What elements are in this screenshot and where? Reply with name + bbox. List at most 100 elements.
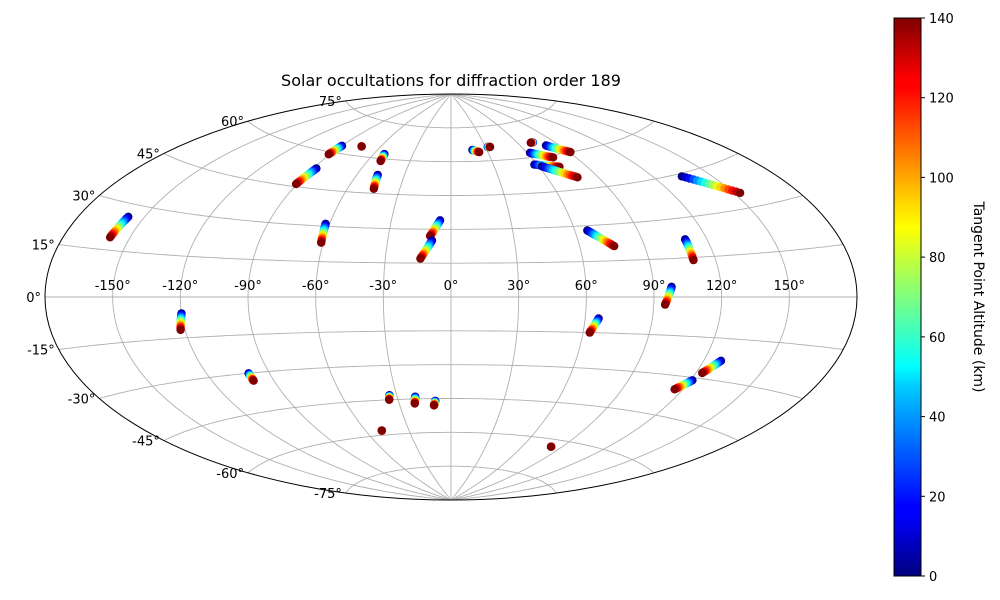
latitude-tick-label: 45° — [137, 148, 160, 163]
occultation-track — [357, 142, 366, 151]
occultation-point — [566, 147, 575, 157]
longitude-tick-labels: -150° -120° -90° -60° -30° 0° 30° 60° 90° 120° 150… — [95, 279, 805, 294]
occultation-track — [291, 164, 321, 189]
occultation-points — [105, 138, 745, 451]
occultation-track — [425, 216, 445, 241]
colorbar-tick-label: 100 — [929, 171, 954, 186]
colorbar-label: Tangent Point Altitude (km) — [970, 200, 986, 392]
occultation-point — [660, 300, 670, 309]
occultation-point — [249, 376, 258, 385]
occultation-point — [585, 328, 594, 337]
latitude-tick-label: 0° — [26, 291, 41, 306]
parallel-line — [163, 153, 739, 196]
occultation-point — [416, 254, 425, 263]
occultation-track — [317, 219, 330, 247]
latitude-tick-labels: 75° 60° 45° 30° 15° 0° -15° -30° -45° -60° -75° — [26, 95, 342, 502]
occultation-point — [357, 142, 366, 151]
occultation-track — [526, 138, 538, 147]
latitude-tick-label: -30° — [68, 393, 96, 408]
occultation-point — [176, 325, 185, 335]
occultation-track — [660, 282, 676, 309]
occultation-track — [376, 149, 389, 166]
occultation-track — [105, 212, 133, 242]
occultation-point — [475, 147, 484, 157]
occultation-track — [525, 148, 558, 162]
occultation-point — [735, 188, 745, 198]
colorbar-tick-label: 20 — [929, 490, 946, 505]
latitude-tick-label: 60° — [221, 115, 244, 130]
occultation-track — [369, 170, 382, 193]
colorbar-tick-label: 140 — [929, 12, 954, 27]
occultation-point — [429, 401, 439, 410]
longitude-tick-label: -120° — [162, 279, 198, 294]
parallel-line — [58, 330, 844, 350]
longitude-tick-label: 0° — [444, 279, 459, 294]
occultation-point — [610, 241, 619, 251]
longitude-tick-label: 150° — [774, 279, 805, 294]
latitude-tick-label: 15° — [32, 239, 55, 254]
occultation-track — [583, 226, 619, 251]
occultation-point — [573, 173, 582, 182]
longitude-tick-label: 90° — [642, 279, 665, 294]
occultation-track — [677, 172, 745, 198]
occultation-track — [385, 391, 394, 404]
latitude-tick-label: -75° — [314, 487, 342, 502]
latitude-tick-label: 75° — [319, 95, 342, 110]
occultation-track — [585, 314, 603, 337]
latitude-tick-label: -15° — [27, 344, 55, 359]
occultation-track — [541, 141, 575, 157]
occultation-track — [324, 141, 347, 159]
occultation-track — [670, 376, 697, 394]
colorbar-gradient — [893, 17, 922, 577]
longitude-tick-label: 120° — [706, 279, 737, 294]
occultation-point — [385, 395, 394, 404]
parallel-line — [247, 120, 655, 163]
latitude-tick-label: -45° — [132, 435, 160, 450]
occultation-track — [546, 442, 556, 451]
occultation-track — [176, 309, 186, 335]
parallel-line — [345, 465, 557, 494]
occultation-track — [483, 142, 495, 152]
occultation-point — [324, 150, 333, 159]
chart-title: Solar occultations for diffraction order… — [281, 71, 621, 90]
occultation-point — [526, 138, 535, 147]
parallel-line — [58, 244, 844, 264]
longitude-tick-label: -60° — [302, 279, 330, 294]
occultation-track — [377, 426, 386, 435]
colorbar-tick-label: 60 — [929, 331, 946, 346]
longitude-tick-label: 60° — [575, 279, 598, 294]
longitude-tick-label: -150° — [95, 279, 131, 294]
occultation-point — [291, 179, 301, 189]
longitude-tick-label: 30° — [507, 279, 530, 294]
occultation-track — [244, 369, 258, 385]
occultation-point — [548, 153, 558, 162]
occultation-track — [468, 145, 484, 157]
occultation-point — [105, 233, 115, 242]
colorbar: 0 20 40 60 80 100 120 140 Tangent Point Altitud… — [893, 12, 986, 585]
occultation-point — [410, 399, 419, 408]
occultation-track — [537, 162, 582, 182]
latitude-tick-label: -60° — [216, 467, 244, 482]
parallel-line — [163, 398, 739, 441]
occultation-track — [698, 356, 726, 378]
occultation-point — [377, 426, 386, 435]
occultation-point — [670, 385, 679, 394]
occultation-point — [698, 368, 707, 378]
map-boundary — [44, 93, 858, 501]
longitude-tick-label: -90° — [234, 279, 262, 294]
occultation-track — [429, 396, 440, 410]
occultation-point — [485, 142, 495, 152]
occultation-point — [369, 184, 378, 193]
colorbar-tick-label: 0 — [929, 570, 937, 585]
occultation-point — [376, 156, 385, 166]
occultation-track — [416, 236, 437, 263]
occultation-track — [680, 235, 698, 265]
colorbar-tick-label: 40 — [929, 411, 946, 426]
colorbar-tick-label: 80 — [929, 251, 946, 266]
parallel-line — [345, 100, 557, 129]
colorbar-ticks: 0 20 40 60 80 100 120 140 — [921, 12, 954, 585]
latitude-tick-label: 30° — [72, 190, 95, 205]
occultation-point — [317, 238, 326, 247]
map-grid — [45, 94, 857, 500]
